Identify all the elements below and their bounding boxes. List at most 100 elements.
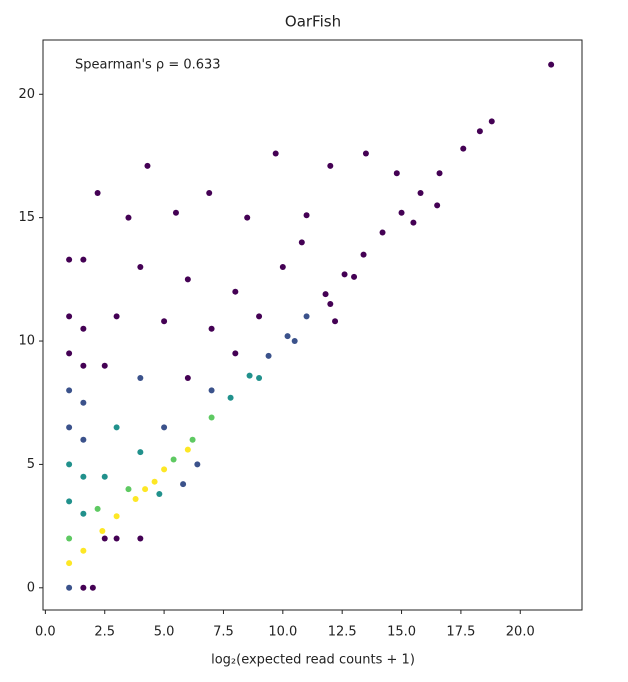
point (322, 291, 329, 298)
point (341, 271, 348, 278)
point (137, 375, 144, 382)
y-tick-label: 10 (18, 334, 35, 349)
point (80, 473, 87, 480)
plot-frame (42, 39, 583, 611)
point (208, 387, 215, 394)
point (417, 189, 424, 196)
point (272, 150, 279, 157)
y-tick-label: 5 (27, 457, 35, 472)
point (189, 436, 196, 443)
point (113, 313, 120, 320)
point (99, 528, 106, 535)
point (101, 535, 108, 542)
point (206, 189, 213, 196)
point (125, 214, 132, 221)
point (94, 505, 101, 512)
point (232, 288, 239, 295)
point (66, 584, 73, 591)
point (298, 239, 305, 246)
point (80, 362, 87, 369)
point (80, 584, 87, 591)
point (137, 535, 144, 542)
point (303, 212, 310, 219)
x-tick-label: 2.5 (94, 625, 115, 640)
point (137, 264, 144, 271)
point (101, 362, 108, 369)
point (66, 424, 73, 431)
point (460, 145, 467, 152)
point (360, 251, 367, 258)
point (180, 481, 187, 488)
point (184, 375, 191, 382)
point (208, 414, 215, 421)
point (161, 424, 168, 431)
point (410, 219, 417, 226)
point (184, 446, 191, 453)
point (66, 498, 73, 505)
point (327, 301, 334, 308)
point (436, 170, 443, 177)
point (379, 229, 386, 236)
point (279, 264, 286, 271)
annotation: Spearman's ρ = 0.633 (75, 58, 221, 73)
point (66, 350, 73, 357)
point (256, 375, 263, 382)
point (89, 584, 96, 591)
point (246, 372, 253, 379)
point (244, 214, 251, 221)
point (227, 394, 234, 401)
point (265, 352, 272, 359)
x-tick-label: 17.5 (446, 625, 475, 640)
point (144, 162, 151, 169)
point (291, 338, 298, 345)
point (184, 276, 191, 283)
x-tick-label: 7.5 (213, 625, 234, 640)
point (256, 313, 263, 320)
point (327, 162, 334, 169)
x-tick-label: 15.0 (387, 625, 416, 640)
point (94, 189, 101, 196)
point (125, 486, 132, 493)
point (151, 478, 158, 485)
point (393, 170, 400, 177)
point (476, 128, 483, 135)
point (101, 473, 108, 480)
point (66, 387, 73, 394)
point (80, 510, 87, 517)
point (80, 547, 87, 554)
x-tick-label: 12.5 (328, 625, 357, 640)
point (66, 256, 73, 263)
point (137, 449, 144, 456)
point (488, 118, 495, 125)
x-tick-label: 5.0 (154, 625, 175, 640)
x-tick-label: 0.0 (35, 625, 56, 640)
point (161, 318, 168, 325)
point (132, 495, 139, 502)
point (548, 61, 555, 68)
point (284, 333, 291, 340)
point (80, 399, 87, 406)
point (398, 209, 405, 216)
point (434, 202, 441, 209)
point (66, 313, 73, 320)
point (232, 350, 239, 357)
point (332, 318, 339, 325)
point (142, 486, 149, 493)
chart-title: OarFish (285, 13, 341, 31)
point (113, 424, 120, 431)
point (66, 535, 73, 542)
point (303, 313, 310, 320)
point (351, 273, 358, 280)
point (113, 535, 120, 542)
y-tick-label: 0 (27, 580, 35, 595)
x-axis-label: log₂(expected read counts + 1) (211, 653, 415, 668)
point (66, 560, 73, 567)
point (161, 466, 168, 473)
point (172, 209, 179, 216)
point (194, 461, 201, 468)
point (208, 325, 215, 332)
point (80, 436, 87, 443)
point (170, 456, 177, 463)
point (156, 491, 163, 498)
